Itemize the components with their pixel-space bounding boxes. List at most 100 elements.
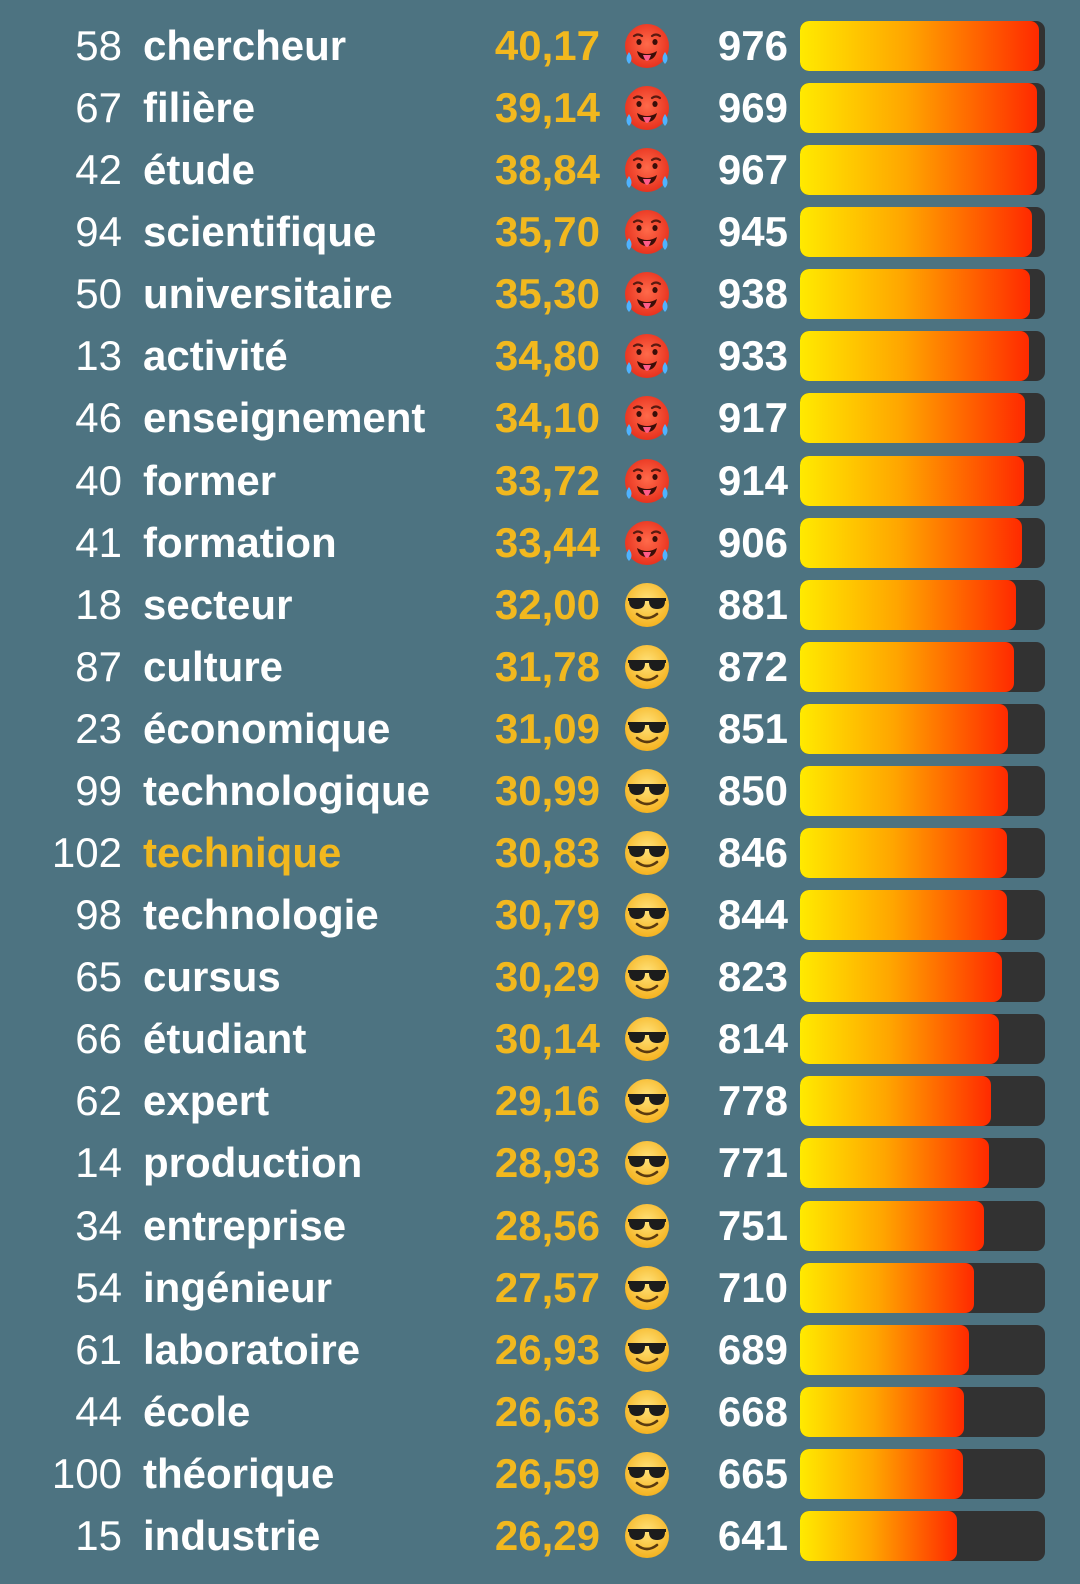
guess-row: 18 secteur 32,00 881	[0, 574, 1080, 636]
guess-temperature: 30,14	[494, 1015, 600, 1063]
guess-word: école	[143, 1387, 251, 1435]
guess-row: 67 filière 39,14 969	[0, 77, 1080, 139]
sunglasses-face-icon	[623, 1450, 671, 1498]
progress-bar	[800, 1200, 1045, 1251]
guess-score: 938	[717, 270, 788, 318]
progress-fill	[800, 145, 1037, 196]
guess-temperature: 31,78	[494, 642, 600, 690]
guess-row: 94 scientifique 35,70 945	[0, 201, 1080, 263]
guess-score: 668	[717, 1387, 788, 1435]
guess-temperature: 33,44	[494, 518, 600, 566]
progress-bar	[800, 1138, 1045, 1189]
hot-face-icon	[623, 22, 671, 70]
hot-face-icon	[623, 146, 671, 194]
guess-row: 34 entreprise 28,56 751	[0, 1195, 1080, 1257]
progress-bar	[800, 1014, 1045, 1065]
guess-row: 54 ingénieur 27,57 710	[0, 1257, 1080, 1319]
guess-word: enseignement	[143, 394, 426, 442]
guess-temperature: 35,30	[494, 270, 600, 318]
progress-bar	[800, 145, 1045, 196]
guess-rank: 13	[75, 332, 122, 380]
sunglasses-face-icon	[623, 953, 671, 1001]
guess-rank: 46	[75, 394, 122, 442]
guess-word: universitaire	[143, 270, 393, 318]
guess-row: 46 enseignement 34,10 917	[0, 387, 1080, 449]
guess-temperature: 30,29	[494, 953, 600, 1001]
progress-fill	[800, 890, 1007, 941]
guess-word: laboratoire	[143, 1325, 361, 1373]
guess-score: 823	[717, 953, 788, 1001]
progress-bar	[800, 269, 1045, 320]
progress-bar	[800, 765, 1045, 816]
guess-temperature: 33,72	[494, 456, 600, 504]
guess-word: théorique	[143, 1449, 335, 1497]
guess-temperature: 28,56	[494, 1201, 600, 1249]
progress-bar	[800, 890, 1045, 941]
guess-temperature: 28,93	[494, 1139, 600, 1187]
guess-row: 62 expert 29,16 778	[0, 1070, 1080, 1132]
guess-score: 872	[717, 642, 788, 690]
progress-bar	[800, 703, 1045, 754]
guess-word: industrie	[143, 1511, 321, 1559]
hot-face-icon	[623, 457, 671, 505]
guess-row: 99 technologique 30,99 850	[0, 760, 1080, 822]
progress-fill	[800, 1076, 991, 1127]
guess-temperature: 26,29	[494, 1511, 600, 1559]
guess-score: 689	[717, 1325, 788, 1373]
guess-rank: 42	[75, 146, 122, 194]
progress-bar	[800, 331, 1045, 382]
guess-temperature: 29,16	[494, 1077, 600, 1125]
progress-fill	[800, 1200, 984, 1251]
guess-temperature: 30,83	[494, 829, 600, 877]
guess-word: ingénieur	[143, 1263, 333, 1311]
guess-rank: 18	[75, 580, 122, 628]
hot-face-icon	[623, 332, 671, 380]
guess-row: 102 technique 30,83 846	[0, 822, 1080, 884]
sunglasses-face-icon	[623, 1326, 671, 1374]
progress-fill	[800, 1324, 969, 1375]
guess-rank: 23	[75, 704, 122, 752]
sunglasses-face-icon	[623, 705, 671, 753]
progress-bar	[800, 641, 1045, 692]
progress-fill	[800, 703, 1008, 754]
sunglasses-face-icon	[623, 891, 671, 939]
progress-fill	[800, 393, 1025, 444]
guess-score: 771	[717, 1139, 788, 1187]
guess-word: formation	[143, 518, 337, 566]
guess-temperature: 40,17	[494, 22, 600, 69]
guess-word: activité	[143, 332, 288, 380]
guess-word: secteur	[143, 580, 293, 628]
guess-word: former	[143, 456, 277, 504]
progress-fill	[800, 1510, 957, 1561]
guess-word: expert	[143, 1077, 270, 1125]
progress-bar	[800, 1386, 1045, 1437]
hot-face-icon	[623, 394, 671, 442]
guess-row: 87 culture 31,78 872	[0, 636, 1080, 698]
guess-rank: 98	[75, 891, 122, 939]
guess-rank: 66	[75, 1015, 122, 1063]
guess-temperature: 26,59	[494, 1449, 600, 1497]
guess-rank: 87	[75, 642, 122, 690]
guess-score: 751	[717, 1201, 788, 1249]
guess-temperature: 39,14	[494, 84, 600, 132]
guess-temperature: 30,99	[494, 766, 600, 814]
guess-score: 906	[717, 518, 788, 566]
guess-score: 850	[717, 766, 788, 814]
guess-row: 66 étudiant 30,14 814	[0, 1008, 1080, 1070]
guess-row: 15 industrie 26,29 641	[0, 1505, 1080, 1567]
guess-rank: 99	[75, 766, 122, 814]
sunglasses-face-icon	[623, 767, 671, 815]
guess-score: 851	[717, 704, 788, 752]
sunglasses-face-icon	[623, 1512, 671, 1560]
guess-word: technologie	[143, 891, 379, 939]
guess-temperature: 26,63	[494, 1387, 600, 1435]
progress-fill	[800, 828, 1007, 879]
sunglasses-face-icon	[623, 1264, 671, 1312]
guess-word: chercheur	[143, 22, 347, 69]
progress-fill	[800, 1014, 999, 1065]
progress-fill	[800, 331, 1029, 382]
guess-temperature: 26,93	[494, 1325, 600, 1373]
guess-row: 100 théorique 26,59 665	[0, 1443, 1080, 1505]
progress-fill	[800, 641, 1014, 692]
guess-score: 778	[717, 1077, 788, 1125]
